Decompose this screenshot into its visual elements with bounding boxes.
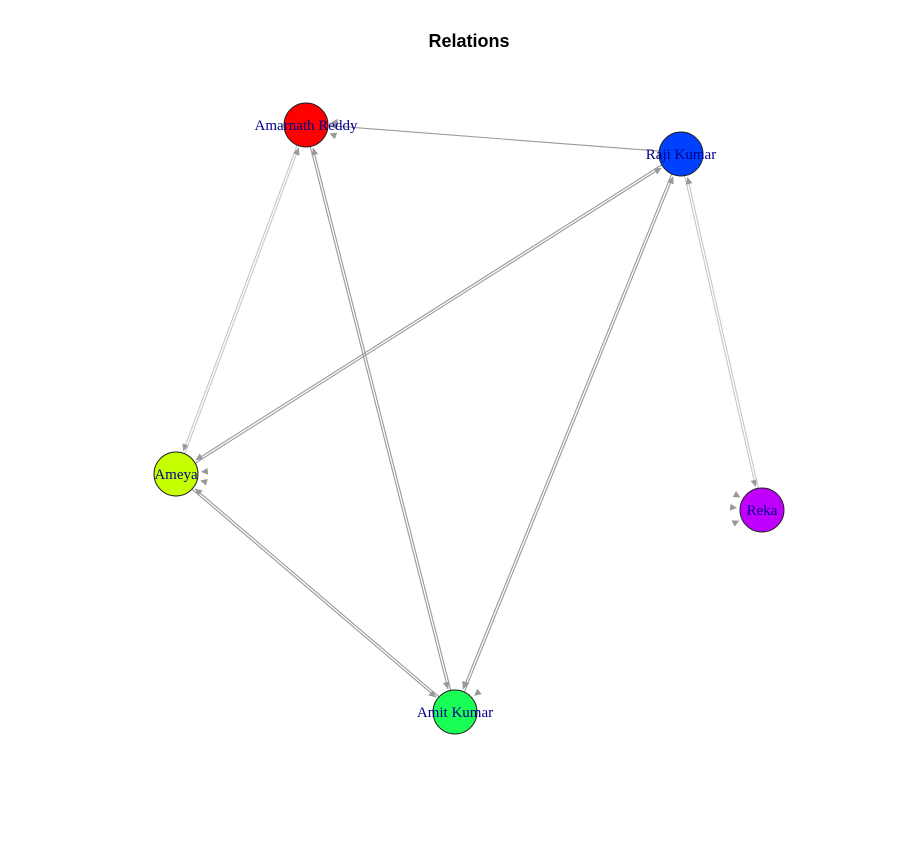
edge-amarnath-to-amit (309, 146, 450, 690)
self-loop-arrow-reka (729, 503, 738, 511)
nodes-layer: Amarnath Reddy Raji Kumar Ameya Reka Amit Ku… (153, 102, 785, 735)
self-loop-arrow-ameya (200, 478, 208, 486)
node-reka[interactable]: Reka (739, 487, 785, 533)
edge-amit-to-ameya (194, 488, 440, 698)
edge-raji-to-amarnath (329, 122, 660, 152)
graph-title: Relations (428, 31, 509, 51)
edge-raji-to-ameya (195, 164, 663, 461)
self-loop-arrow-reka (732, 490, 741, 498)
self-loop-arrow-amit (474, 688, 482, 696)
edge-raji-to-reka (684, 175, 758, 487)
node-circle-reka[interactable] (739, 487, 785, 533)
node-label-ameya: Ameya (154, 467, 198, 483)
node-amarnath[interactable]: Amarnath Reddy (255, 102, 358, 148)
node-raji[interactable]: Raji Kumar (646, 131, 716, 177)
node-label-amit: Amit Kumar (417, 705, 493, 721)
edges-layer (182, 122, 759, 698)
node-label-amarnath: Amarnath Reddy (255, 118, 358, 134)
node-label-raji: Raji Kumar (646, 147, 716, 163)
edge-amit-to-amarnath (311, 147, 452, 691)
node-circle-ameya[interactable] (153, 451, 199, 497)
node-circle-amarnath[interactable] (283, 102, 329, 148)
edge-ameya-to-amarnath (184, 147, 300, 454)
self-loop-arrow-amarnath (329, 132, 338, 140)
node-amit[interactable]: Amit Kumar (417, 689, 493, 735)
self-loop-arrow-ameya (200, 467, 209, 475)
edge-amit-to-raji (463, 176, 674, 693)
node-label-reka: Reka (747, 503, 778, 519)
edge-amarnath-to-ameya (182, 145, 298, 452)
self-loop-arrow-reka (731, 520, 740, 527)
node-circle-raji[interactable] (658, 131, 704, 177)
edge-ameya-to-raji (194, 167, 662, 464)
node-circle-amit[interactable] (432, 689, 478, 735)
edge-reka-to-raji (685, 177, 759, 489)
edge-raji-to-amit (462, 173, 673, 690)
node-ameya[interactable]: Ameya (153, 451, 199, 497)
edge-ameya-to-amit (191, 488, 437, 698)
